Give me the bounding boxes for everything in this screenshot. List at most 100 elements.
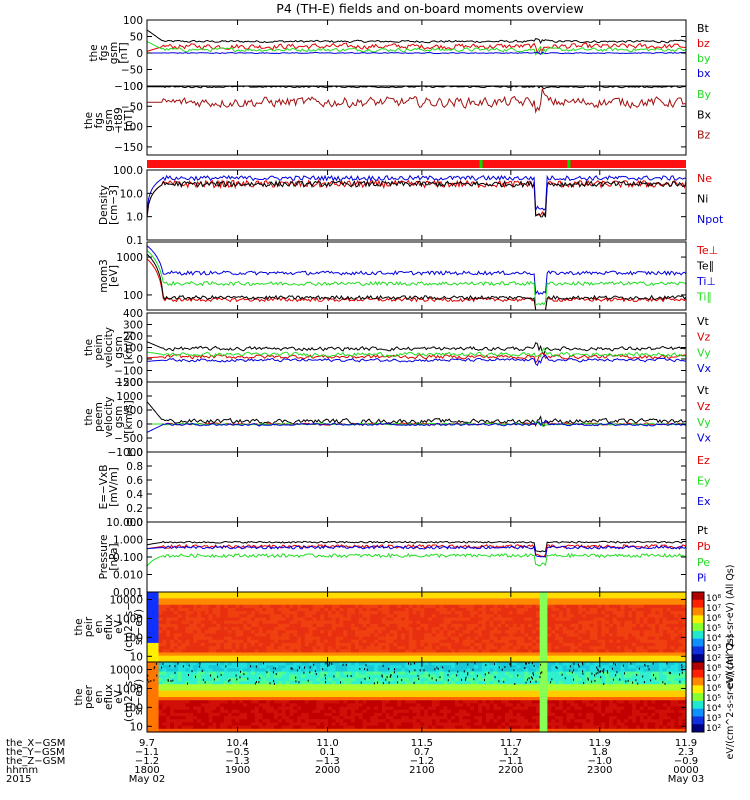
heatmap-cell (197, 684, 202, 689)
heatmap-cell (362, 681, 368, 685)
heatmap-cell (216, 595, 221, 599)
heatmap-cell (670, 614, 676, 619)
heatmap-cell (227, 712, 233, 717)
y-tick-label: 300 (123, 320, 143, 332)
panel-frame (146, 85, 687, 156)
heatmap-cell (258, 662, 264, 666)
heatmap-cell (189, 697, 194, 701)
heatmap-cell (312, 652, 317, 657)
heatmap-cell (474, 639, 479, 644)
heatmap-cell (485, 658, 491, 663)
heatmap-cell (247, 611, 252, 615)
heatmap-cell (651, 646, 656, 650)
heatmap-cell (493, 598, 498, 603)
heatmap-cell (601, 601, 606, 606)
heatmap-cell (204, 677, 210, 682)
heatmap-cell (543, 598, 548, 603)
heatmap-cell (562, 601, 568, 606)
heatmap-cell (401, 592, 406, 596)
heatmap-cell (162, 649, 167, 654)
heatmap-cell (474, 642, 479, 647)
heatmap-cell (166, 697, 171, 701)
series-Vx (146, 419, 687, 433)
heatmap-cell (185, 703, 190, 708)
heatmap-cell (158, 719, 163, 724)
heatmap-cell (505, 642, 510, 647)
heatmap-cell (289, 671, 294, 676)
heatmap-cell (678, 658, 683, 663)
heatmap-cell (370, 700, 375, 704)
heatmap-cell (258, 598, 264, 603)
heatmap-cell (408, 658, 414, 663)
heatmap-cell (177, 639, 183, 644)
heatmap-cell (320, 617, 325, 622)
heatmap-cell (412, 623, 418, 628)
heatmap-cell (339, 639, 344, 644)
heatmap-cell (562, 623, 568, 628)
heatmap-cell (239, 725, 244, 730)
heatmap-cell (366, 620, 371, 625)
heatmap-cell (401, 706, 406, 711)
heatmap-cell (297, 700, 302, 704)
heatmap-cell (481, 633, 487, 638)
heatmap-cell (366, 725, 371, 730)
heatmap-cell (301, 665, 306, 669)
heatmap-cell (316, 639, 321, 644)
heatmap-cell (385, 617, 391, 622)
heatmap-cell (158, 655, 163, 660)
heatmap-cell (235, 697, 240, 701)
heatmap-cell (470, 646, 475, 650)
heatmap-cell (285, 709, 291, 714)
heatmap-cell (605, 617, 610, 622)
heatmap-cell (220, 719, 225, 724)
heatmap-cell (370, 722, 375, 727)
heatmap-cell (204, 627, 210, 631)
heatmap-cell (670, 595, 676, 599)
heatmap-cell (389, 706, 394, 711)
heatmap-cell (593, 607, 599, 612)
heatmap-cell (397, 719, 402, 724)
heatmap-cell (524, 646, 529, 650)
heatmap-cell (277, 611, 283, 615)
heatmap-cell (197, 703, 202, 708)
heatmap-cell (639, 639, 645, 644)
heatmap-cell (331, 633, 337, 638)
heatmap-cell (451, 633, 456, 638)
heatmap-cell (670, 655, 676, 660)
heatmap-cell (385, 706, 391, 711)
heatmap-cell (578, 601, 583, 606)
heatmap-cell (250, 709, 256, 714)
heatmap-cell (250, 595, 256, 599)
y-axis-label: peim (93, 334, 105, 360)
heatmap-cell (147, 636, 152, 641)
heatmap-cell (655, 598, 660, 603)
heatmap-cell (378, 627, 383, 631)
heatmap-cell (185, 665, 190, 669)
heatmap-cell (335, 681, 341, 685)
heatmap-cell (316, 592, 321, 596)
heatmap-cell (335, 646, 341, 650)
heatmap-cell (628, 607, 633, 612)
legend-Ti∥: Ti∥ (696, 290, 712, 303)
heatmap-cell (470, 598, 475, 603)
heatmap-cell (320, 716, 325, 720)
heatmap-cell (277, 671, 283, 676)
heatmap-cell (358, 674, 364, 679)
heatmap-cell (428, 639, 433, 644)
heatmap-cell (343, 630, 348, 634)
heatmap-cell (200, 668, 206, 673)
heatmap-cell (189, 709, 194, 714)
heatmap-cell (374, 697, 379, 701)
heatmap-cell (327, 671, 333, 676)
heatmap-cell (327, 674, 333, 679)
heatmap-cell (481, 627, 487, 631)
heatmap-cell (343, 611, 348, 615)
heatmap-cell (316, 601, 321, 606)
heatmap-cell (331, 677, 337, 682)
heatmap-cell (335, 649, 341, 654)
heatmap-cell (524, 627, 529, 631)
heatmap-cell (224, 595, 229, 599)
heatmap-cell (393, 604, 398, 609)
heatmap-cell (447, 617, 452, 622)
heatmap-cell (362, 693, 368, 698)
